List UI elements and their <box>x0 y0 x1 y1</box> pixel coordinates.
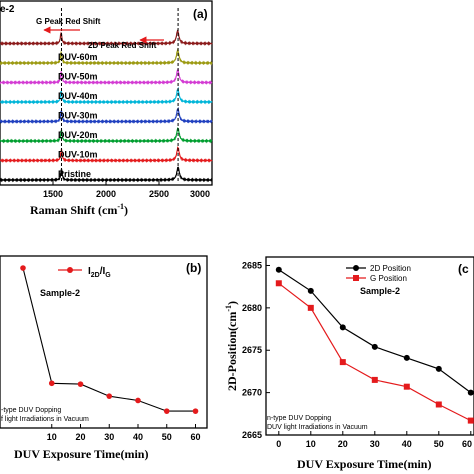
panel-a-title: e-2 <box>0 4 15 15</box>
2d-position-point <box>339 324 346 331</box>
panel-b-label: (b) <box>186 261 201 275</box>
legend-2d-position-marker <box>353 265 359 271</box>
y-tick-label: 2675 <box>242 345 262 355</box>
series-line-1 <box>278 282 472 422</box>
2d-position-point <box>275 266 282 273</box>
panel-b-frame <box>0 255 208 429</box>
panel-c-ticks: 0 10 20 30 40 50 60 2665 2670 2675 2680 2685 <box>242 260 472 449</box>
panel-b-legend-marker <box>67 267 73 273</box>
y-tick-label: 2685 <box>242 260 262 270</box>
x-tick-label: 30 <box>104 432 114 442</box>
g-position-point <box>371 376 378 383</box>
legend-2d-position-label: 2D Position <box>370 264 411 273</box>
x-tick-label: 30 <box>370 439 380 449</box>
ratio-point <box>77 381 84 387</box>
series-label-duv-10m: DUV-10m <box>58 150 98 160</box>
x-tick-label: 1500 <box>43 189 63 199</box>
g-position-point <box>339 359 346 366</box>
x-tick-label: 20 <box>75 432 85 442</box>
x-tick-label: 60 <box>462 439 472 449</box>
panel-b-annotation-line1: -type DUV Dopping <box>1 407 61 414</box>
panel-b-annotation-line2: f light Irradiations in Vacuum <box>1 416 89 423</box>
2d-position-point <box>403 354 410 361</box>
x-tick-label: 0 <box>276 439 281 449</box>
g-position-point <box>307 304 314 311</box>
panel-a-raman-spectra: e-2 (a) G Peak Red Shift 2D Peak Red Shi… <box>0 0 213 217</box>
panel-a-series-labels: Pristine DUV-10m DUV-20m DUV-30m DUV-40m DUV-… <box>58 52 98 179</box>
panel-c-annotation-line1: n-type DUV Dopping <box>267 415 331 422</box>
x-tick-label: 2500 <box>149 189 169 199</box>
g-position-point <box>403 383 410 390</box>
x-tick-label: 40 <box>402 439 412 449</box>
panel-c-legend: 2D Position G Position <box>346 264 411 283</box>
series-label-duv-40m: DUV-40m <box>58 91 98 101</box>
ratio-point <box>106 393 113 399</box>
panel-c-frame <box>265 256 474 436</box>
panel-b-legend: I2D/IG <box>58 266 111 279</box>
spectrum-duv-40m <box>0 86 213 105</box>
x-tick-label: 10 <box>306 439 316 449</box>
series-label-duv-50m: DUV-50m <box>58 72 98 82</box>
x-tick-label: 50 <box>162 432 172 442</box>
x-tick-label: 60 <box>190 432 200 442</box>
spectrum-pristine <box>0 166 213 183</box>
x-tick-label: 20 <box>338 439 348 449</box>
panel-c-ylabel: 2D-Position(cm-1) <box>224 301 239 391</box>
panel-b-intensity-ratio: (b) I2D/IG Sample-2 -type DUV Dopping f … <box>0 255 208 461</box>
series-label-duv-60m: DUV-60m <box>58 52 98 62</box>
x-tick-label: 3000 <box>190 189 210 199</box>
panel-a-annotations: G Peak Red Shift 2D Peak Red Shift <box>36 8 179 182</box>
ratio-point <box>20 265 26 271</box>
panel-b-sample-label: Sample-2 <box>40 288 80 298</box>
panel-a-x-ticks: 1500 2000 2500 3000 <box>43 181 213 199</box>
series-label-duv-30m: DUV-30m <box>58 111 98 121</box>
y-tick-label: 2680 <box>242 303 262 313</box>
panel-c-annotation-line2: DUV light Irradiations in Vacuum <box>267 424 368 431</box>
ratio-point <box>48 380 55 387</box>
panel-c-peak-positions: (c 2D-Position(cm-1) 2D Position G Posit… <box>224 256 474 471</box>
panel-c-xlabel: DUV Exposure Time(min) <box>297 457 431 471</box>
spectrum-duv-50m <box>0 68 213 85</box>
spectrum-series-7 <box>0 29 213 46</box>
g-position-point <box>467 417 474 424</box>
panel-b-legend-label: I2D/IG <box>88 266 111 279</box>
panel-a-spectra <box>0 29 213 183</box>
series-label-pristine: Pristine <box>58 169 91 179</box>
2d-position-point <box>467 389 474 396</box>
g-peak-red-shift-label: G Peak Red Shift <box>36 17 101 26</box>
y-tick-label: 2670 <box>242 388 262 398</box>
panel-c-label: (c <box>458 262 469 276</box>
ratio-point <box>135 397 141 404</box>
spectrum-duv-20m <box>0 127 213 144</box>
x-tick-label: 2000 <box>96 189 116 199</box>
2d-position-point <box>307 287 314 294</box>
x-tick-label: 10 <box>47 432 57 442</box>
legend-g-position-label: G Position <box>370 274 407 283</box>
spectrum-duv-60m <box>0 47 213 66</box>
spectrum-duv-30m <box>0 106 213 124</box>
x-tick-label: 40 <box>133 432 143 442</box>
ratio-point <box>163 408 170 414</box>
panel-a-xlabel: Raman Shift (cm-1) <box>30 202 128 217</box>
panel-b-plot <box>20 265 199 414</box>
ratio-point <box>192 408 199 414</box>
2d-position-point <box>435 365 442 372</box>
panel-a-label: (a) <box>193 7 208 21</box>
y-tick-label: 2665 <box>242 430 262 440</box>
panel-b-x-ticks: 10 20 30 40 50 60 <box>47 424 201 442</box>
panel-c-plot <box>275 266 474 424</box>
spectrum-duv-10m <box>0 146 213 163</box>
panel-c-sample-label: Sample-2 <box>360 286 400 296</box>
series-label-duv-20m: DUV-20m <box>58 130 98 140</box>
x-tick-label: 50 <box>434 439 444 449</box>
g-position-point <box>275 280 282 287</box>
panel-b-xlabel: DUV Exposure Time(min) <box>14 447 148 461</box>
g-position-point <box>435 401 442 408</box>
legend-g-position-marker <box>353 275 359 281</box>
2d-position-point <box>371 343 378 350</box>
2d-peak-red-shift-label: 2D Peak Red Shift <box>88 41 157 50</box>
